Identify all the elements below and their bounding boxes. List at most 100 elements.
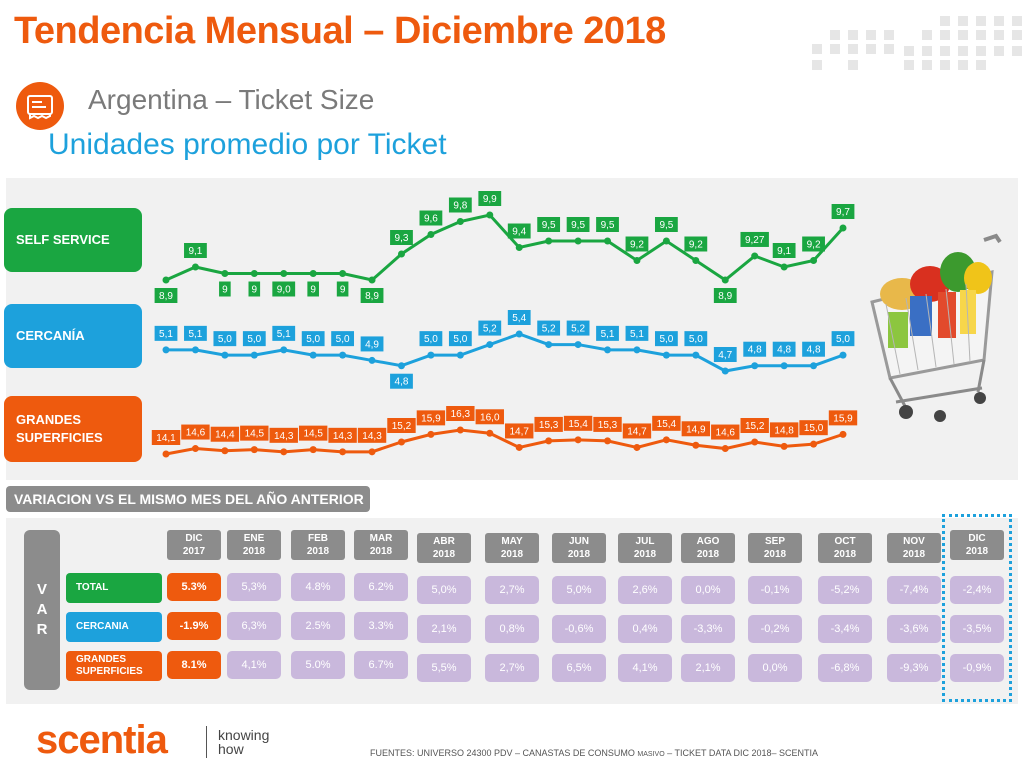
decorative-square [976, 46, 986, 56]
decorative-square [922, 46, 932, 56]
variation-cell: -3,5% [950, 615, 1004, 643]
month-header: DIC 2018 [950, 530, 1004, 560]
decorative-square [958, 16, 968, 26]
variation-header: VARIACION VS EL MISMO MES DEL AÑO ANTERI… [6, 486, 370, 512]
row-label-cercania: CERCANÍA [4, 304, 142, 368]
month-header: JUL 2018 [618, 533, 672, 563]
decorative-square [940, 16, 950, 26]
variation-cell: -0,9% [950, 654, 1004, 682]
decorative-square [940, 46, 950, 56]
variation-cell: 0,4% [618, 615, 672, 643]
variation-cell: -9,3% [887, 654, 941, 682]
variation-cell: 4,1% [618, 654, 672, 682]
month-header: MAY 2018 [485, 533, 539, 563]
page-title: Tendencia Mensual – Diciembre 2018 [14, 10, 666, 52]
decorative-square [904, 46, 914, 56]
decorative-square [1012, 46, 1022, 56]
decorative-square [940, 60, 950, 70]
variation-cell: -0,6% [552, 615, 606, 643]
month-header: MAR 2018 [354, 530, 408, 560]
variation-cell: -1.9% [167, 612, 221, 640]
variation-cell: 0,8% [485, 615, 539, 643]
variation-cell: 2,6% [618, 576, 672, 604]
variation-cell: 5,3% [227, 573, 281, 601]
variation-cell: 6.7% [354, 651, 408, 679]
decorative-square [922, 30, 932, 40]
decorative-square [812, 44, 822, 54]
decorative-square [922, 60, 932, 70]
variation-cell: -2,4% [950, 576, 1004, 604]
variation-cell: -5,2% [818, 576, 872, 604]
variation-cell: 3.3% [354, 612, 408, 640]
variation-cell: 5.3% [167, 573, 221, 601]
decorative-square [1012, 16, 1022, 26]
decorative-square [1012, 30, 1022, 40]
decorative-square [812, 60, 822, 70]
variation-cell: 5,0% [417, 576, 471, 604]
month-header: JUN 2018 [552, 533, 606, 563]
decorative-square [848, 44, 858, 54]
variation-cell: -0,2% [748, 615, 802, 643]
decorative-square [976, 16, 986, 26]
variation-cell: -7,4% [887, 576, 941, 604]
variation-cell: 4.8% [291, 573, 345, 601]
decorative-square [994, 46, 1004, 56]
variation-cell: 6.2% [354, 573, 408, 601]
decorative-square [830, 44, 840, 54]
decorative-square [976, 30, 986, 40]
decorative-square [884, 44, 894, 54]
decorative-square [830, 30, 840, 40]
month-header: DIC 2017 [167, 530, 221, 560]
variation-cell: 2,7% [485, 654, 539, 682]
variation-row-label-total: TOTAL [66, 573, 162, 603]
variation-cell: 0,0% [681, 576, 735, 604]
var-side-label: V A R [24, 530, 60, 690]
highlight-dic-2018 [942, 514, 1012, 702]
logo-divider [206, 726, 207, 758]
subtitle: Argentina – Ticket Size [88, 84, 375, 115]
row-label-grandes-superficies: GRANDES SUPERFICIES [4, 396, 142, 462]
decorative-square [884, 30, 894, 40]
decorative-square [848, 30, 858, 40]
scentia-logo: scentia [36, 718, 168, 762]
variation-cell: 5,5% [417, 654, 471, 682]
decorative-square [994, 16, 1004, 26]
decorative-square [866, 30, 876, 40]
decorative-square [866, 44, 876, 54]
footer-sources: FUENTES: UNIVERSO 24300 PDV – CANASTAS D… [370, 748, 819, 758]
chart-heading: Unidades promedio por Ticket [48, 128, 447, 161]
variation-cell: 8.1% [167, 651, 221, 679]
variation-cell: -3,3% [681, 615, 735, 643]
variation-cell: -3,6% [887, 615, 941, 643]
variation-row-label-grandes: GRANDES SUPERFICIES [66, 651, 162, 681]
variation-cell: -3,4% [818, 615, 872, 643]
decorative-square [976, 60, 986, 70]
decorative-square [940, 30, 950, 40]
decorative-square [904, 60, 914, 70]
month-header: OCT 2018 [818, 533, 872, 563]
variation-cell: 5,0% [552, 576, 606, 604]
decorative-square [958, 30, 968, 40]
variation-cell: 6,5% [552, 654, 606, 682]
variation-cell: 4,1% [227, 651, 281, 679]
variation-cell: 2,7% [485, 576, 539, 604]
variation-cell: 2.5% [291, 612, 345, 640]
month-header: FEB 2018 [291, 530, 345, 560]
month-header: ENE 2018 [227, 530, 281, 560]
row-label-self-service: SELF SERVICE [4, 208, 142, 272]
decorative-square [958, 60, 968, 70]
variation-cell: 5.0% [291, 651, 345, 679]
variation-cell: 0,0% [748, 654, 802, 682]
month-header: ABR 2018 [417, 533, 471, 563]
month-header: SEP 2018 [748, 533, 802, 563]
decorative-square [958, 46, 968, 56]
shopping-cart-image [866, 232, 1012, 424]
variation-cell: 6,3% [227, 612, 281, 640]
variation-cell: -6,8% [818, 654, 872, 682]
variation-cell: -0,1% [748, 576, 802, 604]
month-header: NOV 2018 [887, 533, 941, 563]
month-header: AGO 2018 [681, 533, 735, 563]
variation-cell: 2,1% [681, 654, 735, 682]
variation-row-label-cercania: CERCANIA [66, 612, 162, 642]
decorative-square [994, 30, 1004, 40]
